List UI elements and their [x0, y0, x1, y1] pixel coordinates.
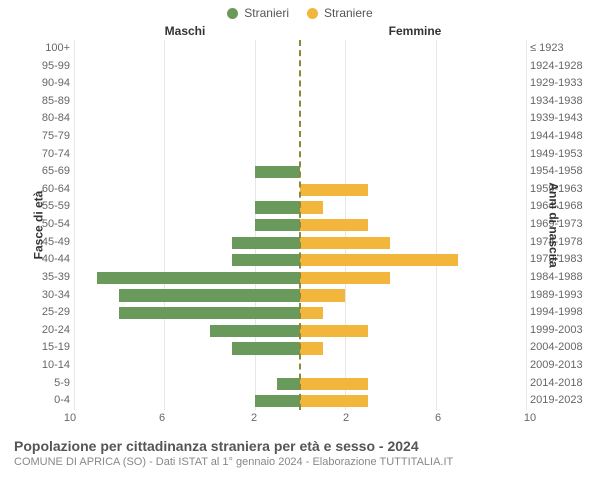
y-tick-age: 90-94 — [10, 75, 70, 93]
bar-male — [255, 395, 300, 407]
bars-female — [300, 40, 526, 410]
y-tick-birth: 2014-2018 — [530, 375, 590, 393]
y-tick-birth: 1924-1928 — [530, 58, 590, 76]
chart-footer: Popolazione per cittadinanza straniera p… — [10, 438, 590, 468]
column-title-male: Maschi — [70, 24, 300, 38]
plot-area — [74, 40, 526, 410]
population-pyramid-chart: Stranieri Straniere Maschi Femmine Fasce… — [0, 0, 600, 500]
bar-male — [232, 254, 300, 266]
y-tick-birth: 1934-1938 — [530, 93, 590, 111]
y-tick-birth: 2019-2023 — [530, 392, 590, 410]
legend-item-female: Straniere — [307, 6, 373, 20]
legend-swatch-male — [227, 8, 238, 19]
bar-male — [232, 237, 300, 249]
bars-male — [74, 40, 300, 410]
y-tick-birth: 1989-1993 — [530, 287, 590, 305]
bar-male — [232, 342, 300, 354]
bar-female — [300, 325, 368, 337]
y-tick-age: 80-84 — [10, 110, 70, 128]
bar-male — [210, 325, 300, 337]
y-tick-birth: 1944-1948 — [530, 128, 590, 146]
bar-female — [300, 289, 345, 301]
y-tick-age: 95-99 — [10, 58, 70, 76]
y-axis-title-right: Anni di nascita — [546, 182, 560, 267]
y-tick-birth: 1939-1943 — [530, 110, 590, 128]
bar-female — [300, 342, 323, 354]
chart-body: Fasce di età Anni di nascita 100+95-9990… — [10, 40, 590, 410]
bar-male — [255, 166, 300, 178]
legend-item-male: Stranieri — [227, 6, 289, 20]
bar-male — [255, 219, 300, 231]
bar-female — [300, 307, 323, 319]
x-tick: 10 — [64, 412, 76, 424]
y-tick-age: 25-29 — [10, 304, 70, 322]
y-axis-title-left: Fasce di età — [31, 191, 45, 260]
y-tick-age: 10-14 — [10, 357, 70, 375]
bar-female — [300, 378, 368, 390]
bar-female — [300, 237, 390, 249]
y-tick-birth: ≤ 1923 — [530, 40, 590, 58]
y-tick-age: 35-39 — [10, 269, 70, 287]
y-tick-age: 65-69 — [10, 163, 70, 181]
y-tick-birth: 1929-1933 — [530, 75, 590, 93]
bar-female — [300, 395, 368, 407]
bar-male — [255, 201, 300, 213]
y-tick-birth: 1949-1953 — [530, 146, 590, 164]
y-tick-birth: 1984-1988 — [530, 269, 590, 287]
bar-female — [300, 254, 458, 266]
bar-male — [277, 378, 300, 390]
y-tick-age: 30-34 — [10, 287, 70, 305]
bar-female — [300, 184, 368, 196]
chart-title: Popolazione per cittadinanza straniera p… — [14, 438, 586, 454]
bar-male — [119, 307, 300, 319]
bar-female — [300, 272, 390, 284]
legend-swatch-female — [307, 8, 318, 19]
x-axis-ticks: 10622610 — [70, 412, 530, 428]
y-tick-age: 85-89 — [10, 93, 70, 111]
y-tick-age: 5-9 — [10, 375, 70, 393]
x-tick: 6 — [435, 412, 441, 424]
y-tick-age: 70-74 — [10, 146, 70, 164]
y-tick-age: 20-24 — [10, 322, 70, 340]
bar-female — [300, 219, 368, 231]
x-axis: 10 6 2 2 6 10 — [10, 412, 590, 428]
column-titles: Maschi Femmine — [10, 24, 590, 38]
legend: Stranieri Straniere — [10, 6, 590, 20]
bar-male — [119, 289, 300, 301]
legend-label-male: Stranieri — [244, 6, 289, 20]
y-tick-birth: 1954-1958 — [530, 163, 590, 181]
y-tick-birth: 2009-2013 — [530, 357, 590, 375]
y-tick-birth: 2004-2008 — [530, 339, 590, 357]
y-tick-age: 0-4 — [10, 392, 70, 410]
chart-subtitle: COMUNE DI APRICA (SO) - Dati ISTAT al 1°… — [14, 456, 586, 468]
y-tick-birth: 1994-1998 — [530, 304, 590, 322]
x-tick: 2 — [251, 412, 257, 424]
legend-label-female: Straniere — [324, 6, 373, 20]
bar-male — [97, 272, 300, 284]
x-tick: 2 — [343, 412, 349, 424]
column-title-female: Femmine — [300, 24, 530, 38]
y-tick-birth: 1999-2003 — [530, 322, 590, 340]
x-tick: 6 — [159, 412, 165, 424]
y-tick-age: 100+ — [10, 40, 70, 58]
x-tick: 10 — [524, 412, 536, 424]
y-tick-age: 75-79 — [10, 128, 70, 146]
bar-female — [300, 201, 323, 213]
y-tick-age: 15-19 — [10, 339, 70, 357]
